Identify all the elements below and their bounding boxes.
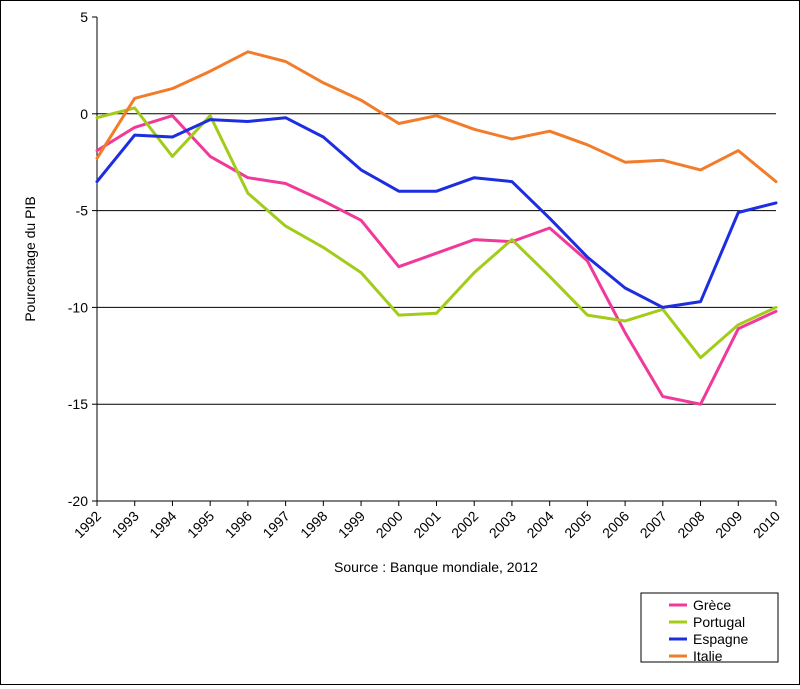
x-tick-label: 2005 — [561, 508, 594, 541]
y-tick-label: 5 — [80, 9, 88, 25]
x-tick-label: 1992 — [71, 508, 104, 541]
y-axis-label: Pourcentage du PIB — [22, 196, 38, 321]
x-tick-label: 2006 — [599, 508, 632, 541]
x-tick-label: 1993 — [108, 508, 141, 541]
x-tick-label: 1996 — [222, 508, 255, 541]
legend-label: Espagne — [693, 631, 748, 647]
x-tick-label: 2009 — [712, 508, 745, 541]
x-tick-label: 2008 — [674, 508, 707, 541]
x-tick-label: 1998 — [297, 508, 330, 541]
x-tick-label: 1997 — [259, 508, 292, 541]
x-tick-label: 2000 — [373, 508, 406, 541]
x-tick-label: 2002 — [448, 508, 481, 541]
y-tick-label: -5 — [76, 203, 89, 219]
x-axis-label: Source : Banque mondiale, 2012 — [334, 559, 538, 575]
series-line-4 — [95, 50, 778, 184]
series-line-2 — [95, 106, 778, 360]
legend-label: Portugal — [693, 614, 745, 630]
x-tick-label: 1995 — [184, 508, 217, 541]
x-tick-label: 2010 — [750, 508, 783, 541]
x-tick-label: 2001 — [410, 508, 443, 541]
legend-label: Italie — [693, 648, 723, 664]
y-tick-label: -15 — [68, 396, 88, 412]
series-line-1 — [95, 114, 778, 406]
x-tick-label: 2004 — [523, 508, 556, 541]
x-tick-label: 2007 — [637, 508, 670, 541]
x-tick-label: 1994 — [146, 508, 179, 541]
series-line-3 — [95, 116, 778, 309]
x-tick-label: 2003 — [486, 508, 519, 541]
legend-label: Grèce — [693, 597, 731, 613]
y-tick-label: 0 — [80, 106, 88, 122]
y-tick-label: -20 — [68, 493, 88, 509]
x-tick-label: 1999 — [335, 508, 368, 541]
y-tick-label: -10 — [68, 299, 88, 315]
legend-box — [640, 592, 779, 663]
